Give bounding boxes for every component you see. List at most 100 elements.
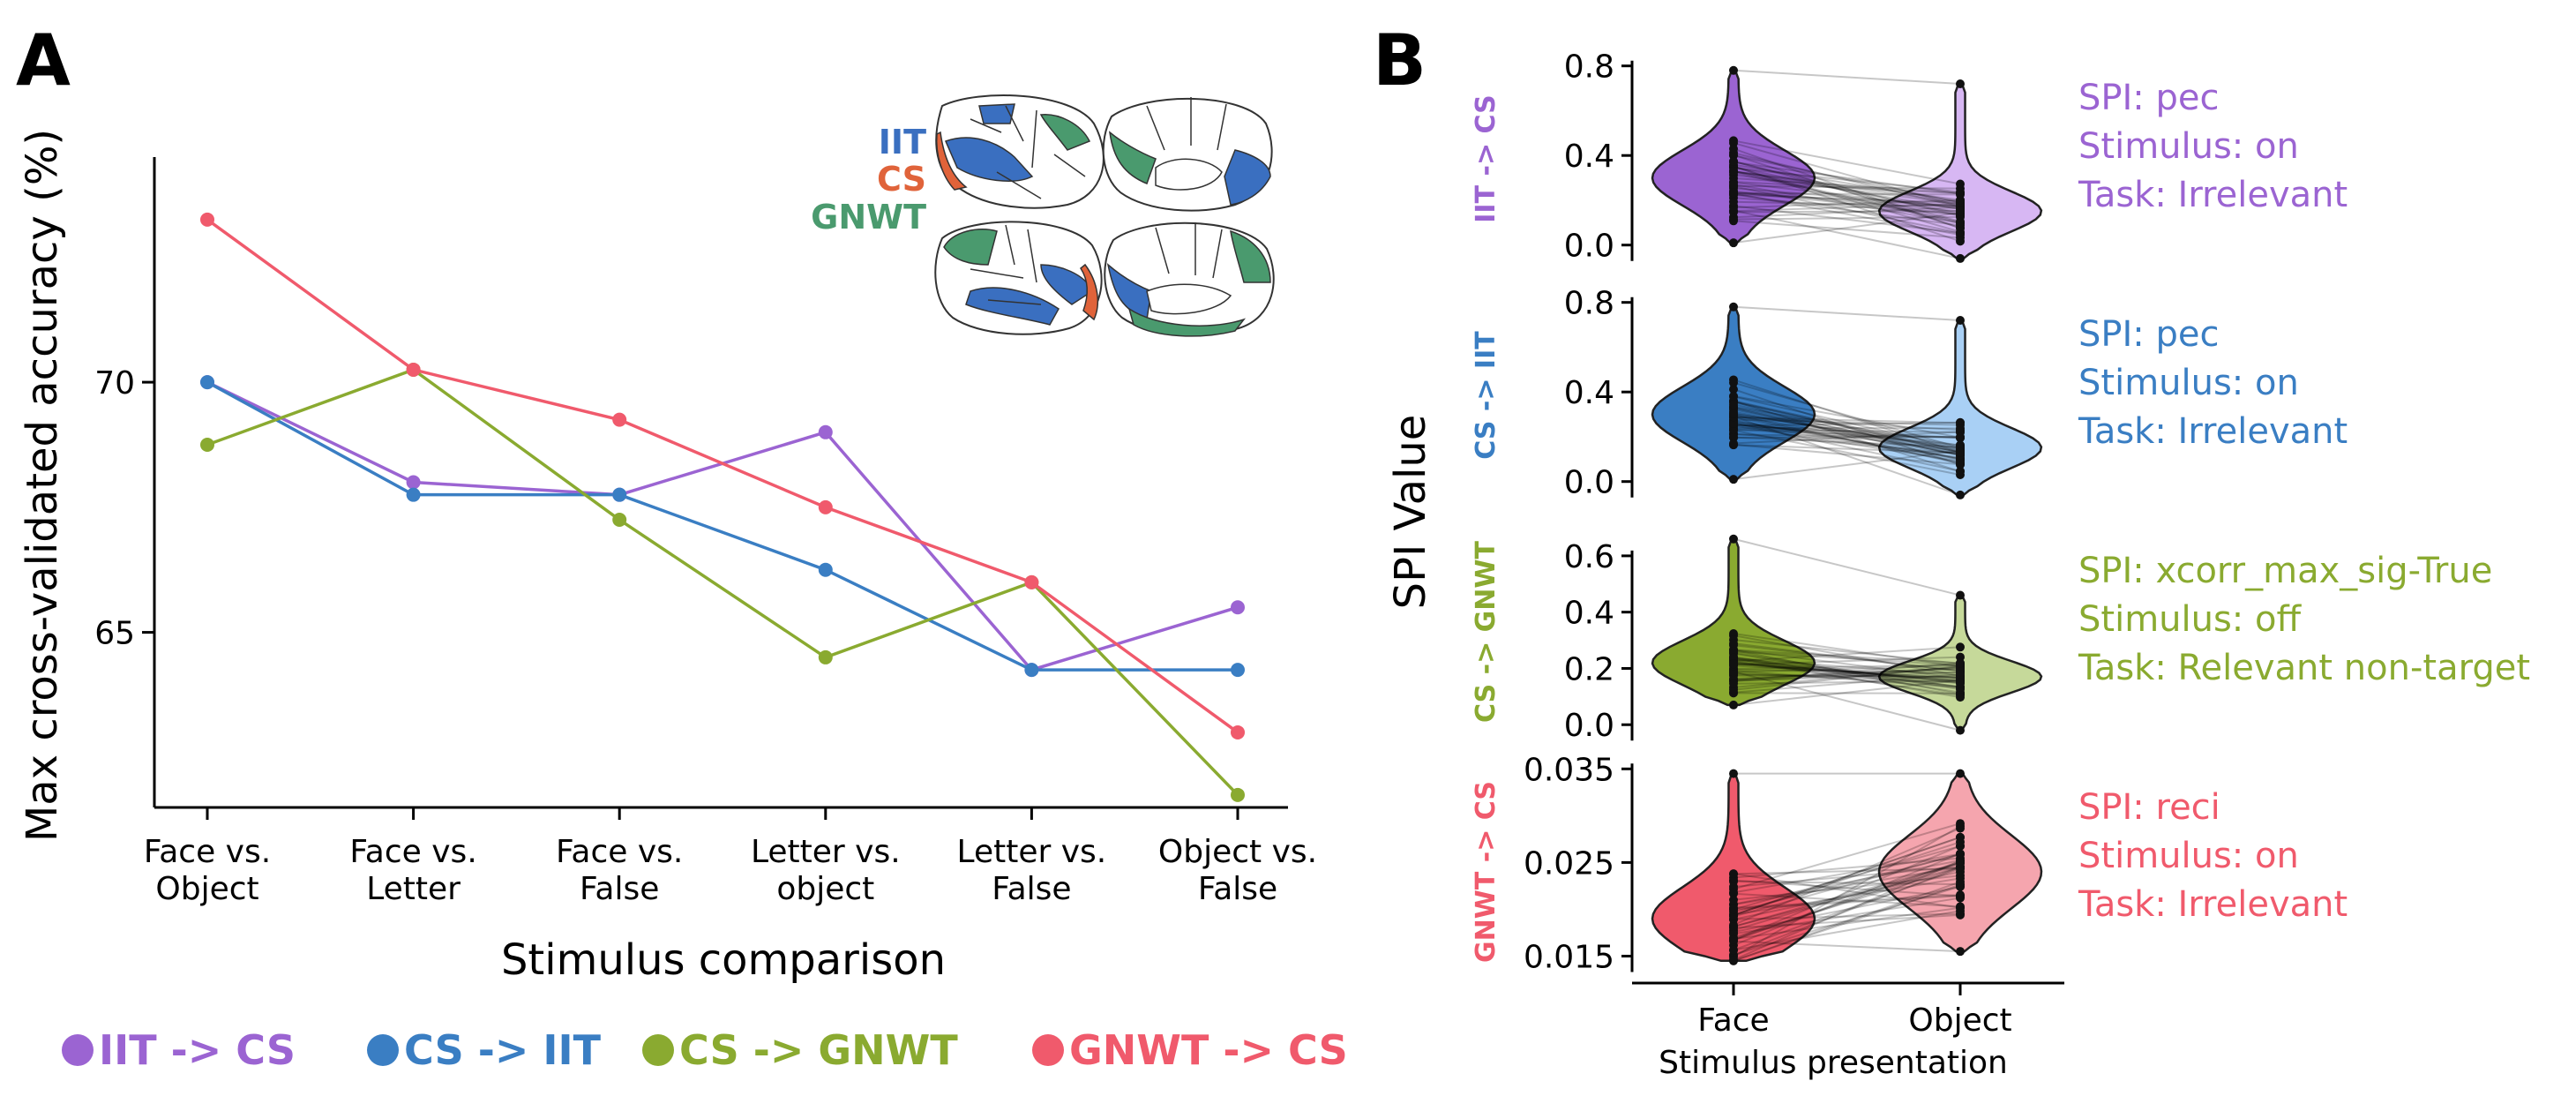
paired-line: [1733, 197, 1961, 215]
paired-line: [1733, 665, 1961, 688]
data-point: [1956, 447, 1965, 457]
paired-line: [1733, 200, 1961, 207]
data-point: [1729, 647, 1738, 657]
panel-a-series: [200, 212, 1245, 802]
spi-info-line: Stimulus: on: [2078, 836, 2299, 876]
series-line: [206, 380, 1239, 672]
data-point: [1729, 418, 1738, 428]
paired-line: [1733, 661, 1961, 682]
paired-line: [1733, 181, 1961, 210]
spi-info-line: Stimulus: on: [2078, 363, 2299, 403]
paired-line: [1733, 416, 1961, 464]
x-tick-label-line: Face vs.: [349, 834, 476, 870]
series-point: [818, 649, 833, 664]
series-line: [206, 380, 1238, 672]
paired-line: [1733, 879, 1961, 897]
data-point: [1729, 700, 1738, 709]
paired-line: [1733, 409, 1961, 456]
y-tick-label: 0.015: [1524, 939, 1614, 975]
panel-b-rows: 0.0 0.4 0.8 IIT -> CS SPI: pec Stimulus: on Ta…: [1471, 49, 2530, 1039]
spi-info-line: Task: Irrelevant: [2078, 175, 2348, 215]
data-point: [1729, 685, 1738, 694]
x-tick-label-line: Object: [155, 871, 258, 907]
series-point: [200, 212, 214, 227]
data-point: [1729, 409, 1738, 418]
spi-info-line: Stimulus: off: [2078, 599, 2302, 640]
data-point: [1956, 856, 1965, 866]
data-point: [1956, 315, 1965, 325]
spi-info-line: Task: Irrelevant: [2078, 884, 2348, 925]
series-point: [1024, 574, 1039, 589]
paired-line: [1733, 174, 1961, 206]
paired-line: [1733, 192, 1961, 236]
paired-line: [1733, 668, 1961, 674]
data-point: [1956, 947, 1965, 957]
paired-line: [1733, 656, 1961, 694]
y-tick-label: 0.0: [1564, 465, 1614, 501]
data-point: [1956, 910, 1965, 920]
data-point: [1729, 400, 1738, 409]
data-point: [1956, 891, 1965, 901]
data-point: [1956, 652, 1965, 662]
paired-line: [1733, 867, 1961, 951]
x-tick-label-line: Face vs.: [144, 834, 271, 870]
paired-line: [1733, 416, 1961, 432]
paired-line: [1733, 139, 1961, 185]
paired-line: [1733, 860, 1961, 905]
series-point: [818, 562, 833, 577]
paired-line: [1733, 395, 1961, 450]
paired-line: [1733, 659, 1961, 696]
paired-line: [1733, 870, 1961, 920]
paired-line: [1733, 841, 1961, 916]
x-tick-label-line: False: [992, 871, 1071, 907]
data-point: [1729, 156, 1738, 166]
data-point: [1956, 469, 1965, 479]
paired-line: [1733, 166, 1961, 215]
paired-line: [1733, 894, 1961, 909]
data-point: [1729, 206, 1738, 215]
paired-line: [1733, 423, 1961, 447]
paired-line: [1733, 883, 1961, 962]
paired-line: [1733, 152, 1961, 208]
paired-line: [1733, 212, 1961, 244]
paired-line: [1733, 658, 1961, 688]
paired-line: [1733, 190, 1961, 213]
panel-a: A Max cross-validated accuracy (%) Stimu…: [16, 19, 1348, 1074]
paired-line: [1733, 892, 1961, 908]
data-point: [1956, 769, 1965, 778]
data-point: [1729, 238, 1738, 248]
series-point: [200, 437, 214, 452]
paired-line: [1733, 431, 1961, 445]
data-point: [1729, 679, 1738, 688]
legend-marker: [62, 1034, 94, 1066]
paired-line: [1733, 167, 1961, 193]
paired-line: [1733, 444, 1961, 454]
paired-line: [1733, 154, 1961, 229]
brain-lateral-right-icon: [934, 221, 1103, 335]
y-tick-label: 0.8: [1564, 49, 1614, 86]
paired-line: [1733, 881, 1961, 962]
paired-line: [1733, 449, 1961, 481]
paired-line: [1733, 897, 1961, 935]
series-point: [1231, 787, 1245, 802]
paired-line: [1733, 650, 1961, 666]
y-tick-label: 0.8: [1564, 286, 1614, 322]
paired-line: [1733, 666, 1961, 681]
paired-line: [1733, 421, 1961, 453]
paired-line: [1733, 416, 1961, 496]
paired-line: [1733, 433, 1961, 439]
row-label: GNWT -> CS: [1471, 781, 1501, 963]
violin-row: 0.0 0.4 0.8 IIT -> CS SPI: pec Stimulus: on Ta…: [1471, 49, 2348, 265]
data-point: [1729, 65, 1738, 75]
data-point: [1956, 679, 1965, 688]
brain-legend-label: CS: [877, 160, 926, 199]
violin-row: 0.015 0.025 0.035 GNWT -> CS SPI: reci Stimul…: [1471, 752, 2348, 975]
paired-line: [1733, 825, 1961, 958]
series-point: [406, 475, 421, 490]
y-tick-label: 0.0: [1564, 229, 1614, 265]
paired-line: [1733, 836, 1961, 916]
data-point: [1729, 889, 1738, 898]
paired-line: [1733, 661, 1961, 688]
paired-line: [1733, 418, 1961, 426]
data-point: [1956, 206, 1965, 216]
